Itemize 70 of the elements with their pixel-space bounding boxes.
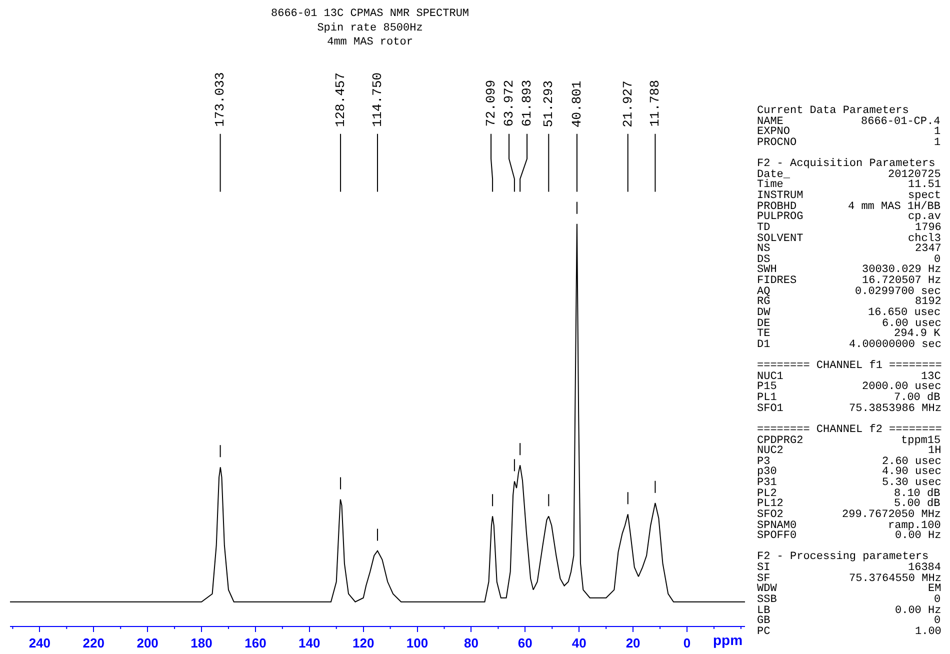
x-tick-label: 160 (244, 636, 266, 651)
x-tick-label: 240 (28, 636, 51, 651)
text: TD 1796 (757, 222, 942, 234)
x-axis-title: ppm (713, 632, 743, 648)
text: PL12 5.00 dB (757, 498, 940, 510)
annotation: 51.293 (541, 80, 556, 128)
text: D1 4.00000000 sec (757, 339, 942, 351)
text: TE 294.9 K (757, 328, 940, 340)
x-tick-label: 100 (406, 636, 428, 651)
annotation: 114.750 (370, 72, 385, 128)
x-tick-label: 20 (626, 636, 640, 651)
annotation: 72.099 (483, 80, 498, 127)
text: SF 75.3764550 MHz (757, 573, 942, 585)
text: AQ 0.0299700 sec (757, 286, 941, 298)
annotation: 21.927 (620, 80, 636, 128)
text: Current Data Parameters (757, 105, 909, 117)
x-tick-label: 60 (518, 636, 532, 651)
text: NUC2 1H (757, 445, 942, 457)
text: FIDRES 16.720507 Hz (757, 275, 942, 287)
text: p30 4.90 usec (757, 466, 942, 478)
text: SPNAM0 ramp.100 (757, 520, 941, 532)
text: P15 2000.00 usec (757, 381, 942, 393)
text: NS 2347 (757, 243, 942, 255)
text: WDW EM (757, 583, 942, 595)
text: PC 1.00 (757, 626, 942, 638)
text: P3 2.60 usec (757, 456, 942, 468)
annotation: 63.972 (501, 80, 516, 127)
x-tick-label: 220 (82, 636, 104, 651)
text: INSTRUM spect (757, 190, 942, 202)
text: SOLVENT chcl3 (757, 233, 942, 245)
text: DE 6.00 usec (757, 318, 942, 330)
annotation: 11.788 (648, 80, 663, 127)
text: NUC1 13C (757, 371, 941, 383)
x-tick-label: 180 (190, 636, 212, 651)
text: F2 - Processing parameters (757, 551, 929, 563)
chart-subtitle: Spin rate 8500Hz 4mm MAS rotor (317, 22, 423, 49)
text: SWH 30030.029 Hz (757, 264, 942, 276)
annotation: 40.801 (569, 80, 584, 128)
text: F2 - Acquisition Parameters (757, 158, 936, 170)
annotation: 128.457 (332, 72, 348, 128)
text: PULPROG cp.av (757, 211, 942, 223)
chart-title: 8666-01 13C CPMAS NMR SPECTRUM (271, 8, 470, 20)
text: SPOFF0 0.00 Hz (757, 530, 942, 542)
x-tick-label: 40 (572, 636, 586, 651)
text: ======== CHANNEL f2 ======== (757, 424, 942, 436)
text: ======== CHANNEL f1 ======== (757, 360, 942, 372)
x-tick-label: 200 (136, 636, 158, 651)
annotation: 61.893 (519, 80, 534, 127)
text: CPDPRG2 tppm15 (757, 435, 941, 447)
text: PROBHD 4 mm MAS 1H/BB (757, 201, 940, 213)
x-tick-label: 120 (352, 636, 374, 651)
text: EXPNO 1 (757, 126, 941, 138)
text: SSB 0 (757, 594, 941, 606)
annotation: 173.033 (212, 72, 228, 127)
text: SFO2 299.7672050 MHz (757, 509, 942, 521)
text: Time 11.51 (757, 179, 942, 191)
text: DS 0 (757, 254, 941, 266)
text: SI 16384 (757, 562, 942, 574)
x-tick-label: 0 (683, 636, 691, 651)
text: GB 0 (757, 615, 941, 627)
text: RG 8192 (757, 296, 942, 308)
text: PL1 7.00 dB (757, 392, 940, 404)
text: SFO1 75.3853986 MHz (757, 403, 942, 415)
x-tick-label: 80 (464, 636, 478, 651)
text: PROCNO 1 (757, 137, 941, 149)
x-tick-label: 140 (298, 636, 320, 651)
text: NAME 8666-01-CP.4 (757, 116, 940, 128)
text: P31 5.30 usec (757, 477, 942, 489)
text: LB 0.00 Hz (757, 605, 942, 617)
text: DW 16.650 usec (757, 307, 941, 319)
